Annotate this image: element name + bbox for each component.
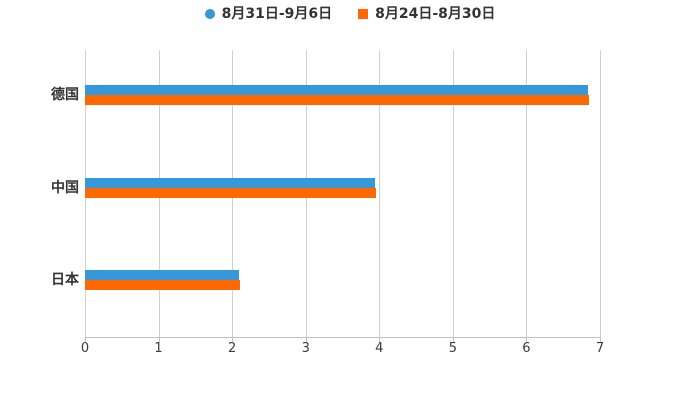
x-tick-label: 1 <box>154 341 163 356</box>
x-tick-label: 4 <box>375 341 384 356</box>
bar-current-week[interactable] <box>85 177 375 188</box>
gridline <box>600 50 601 337</box>
x-axis-tick <box>379 337 381 342</box>
bar-previous-week[interactable] <box>85 279 241 290</box>
category-label: 日本 <box>51 271 79 288</box>
x-tick-label: 2 <box>228 341 237 356</box>
legend-marker-circle-icon <box>204 9 215 19</box>
bar-current-week[interactable] <box>85 85 589 95</box>
x-tick-label: 3 <box>301 341 310 356</box>
x-axis-tick <box>600 337 601 342</box>
category-label: 德国 <box>51 87 79 103</box>
x-axis-tick <box>305 337 307 342</box>
gridline <box>452 50 454 337</box>
legend-item-label: 8月31日-9月6日 <box>221 6 333 22</box>
x-tick-label: 0 <box>80 341 90 356</box>
bar-current-week[interactable] <box>85 269 239 280</box>
x-axis-tick <box>232 337 234 342</box>
legend: 8月31日-9月6日 8月24日-8月30日 <box>0 6 700 22</box>
legend-item-week-current[interactable]: 8月31日-9月6日 <box>204 6 333 22</box>
legend-item-label: 8月24日-8月30日 <box>375 6 496 22</box>
x-axis-tick <box>85 337 86 342</box>
plot-area: 0 1 2 3 4 5 6 7 <box>81 50 604 356</box>
gridline <box>379 50 381 337</box>
legend-marker-square-icon <box>358 9 369 19</box>
gridline <box>526 50 528 337</box>
bar-previous-week[interactable] <box>85 95 589 105</box>
bar-previous-week[interactable] <box>85 187 376 198</box>
x-axis-tick <box>452 337 454 342</box>
x-axis-tick <box>158 337 160 342</box>
legend-item-week-previous[interactable]: 8月24日-8月30日 <box>358 6 495 22</box>
x-tick-label: 6 <box>522 341 531 356</box>
x-tick-label: 7 <box>595 341 605 356</box>
x-tick-label: 5 <box>448 341 457 356</box>
x-axis-tick <box>526 337 528 342</box>
category-label: 中国 <box>51 179 79 196</box>
